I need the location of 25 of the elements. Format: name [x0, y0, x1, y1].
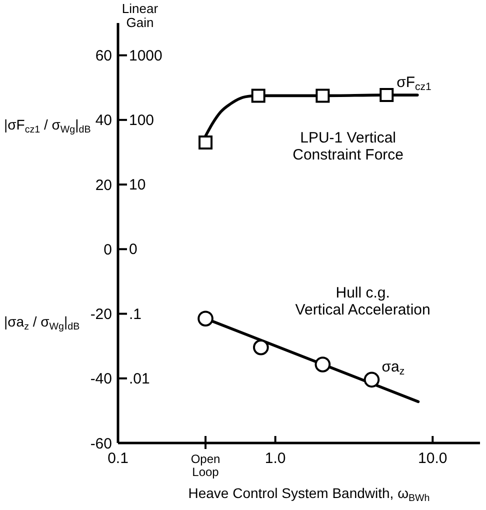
annotation: .1	[129, 306, 142, 323]
series-label: σF$_{cz1}$	[396, 74, 432, 94]
annotation: 10	[129, 176, 146, 194]
y-tick-label: 0	[104, 241, 112, 258]
x-tick-label: 10.0	[418, 450, 448, 467]
x-tick-label: 0.1	[108, 450, 128, 467]
y2-axis-title: Linear Gain	[122, 1, 159, 30]
y-tick-label: 20	[95, 176, 112, 194]
y-axis-title: |σF$_{cz1}$ / σ$_{Wg}$|$_{dB}$	[4, 116, 92, 136]
text: |σa$_{z}$ / σ$_{Wg}$|$_{dB}$	[4, 314, 80, 333]
series-label: σa$_{z}$	[382, 358, 405, 378]
y-tick-label: -60	[90, 435, 112, 452]
annotation: 0	[129, 241, 138, 258]
annotation: 100	[129, 112, 154, 129]
y-tick-label: -20	[90, 306, 112, 324]
y-tick-label: 40	[95, 112, 112, 130]
x-tick-label: Open Loop	[190, 452, 220, 479]
annotation: Hull c.g. Vertical Acceleration	[295, 284, 430, 319]
y-tick-label: -40	[90, 370, 112, 388]
annotation: LPU-1 Vertical Constraint Force	[292, 130, 404, 164]
x-axis-title: Heave Control System Bandwith, ω$_{BWh}$	[188, 485, 430, 504]
annotation: 1000	[129, 47, 162, 64]
annotation: .01	[129, 370, 150, 388]
y-tick-label: 60	[95, 48, 112, 65]
x-tick-label: 1.0	[264, 450, 286, 467]
